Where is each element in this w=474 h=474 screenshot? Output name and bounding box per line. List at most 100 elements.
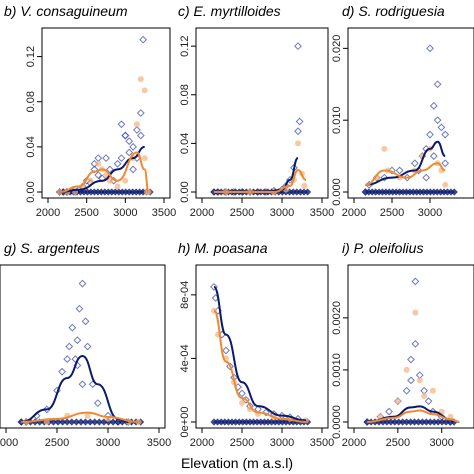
data-point-diamond bbox=[407, 355, 415, 364]
y-tick-label: 0.0020 bbox=[331, 301, 343, 335]
panel-title: d) S. rodriguesia bbox=[342, 3, 445, 19]
panel-frame bbox=[347, 27, 474, 199]
data-point-diamond bbox=[94, 171, 103, 179]
data-point-diamond-base bbox=[86, 418, 94, 426]
data-point-diamond-base bbox=[68, 418, 76, 426]
data-point-diamond bbox=[121, 131, 130, 140]
data-point-diamond-base bbox=[109, 418, 117, 426]
y-tick-label: 0.04 bbox=[179, 133, 191, 154]
data-point-diamond bbox=[129, 142, 137, 151]
data-point-circle bbox=[394, 398, 401, 405]
x-tick-label: 3000 bbox=[270, 437, 294, 449]
data-point-diamond bbox=[81, 317, 90, 326]
panel-title: b) V. consaguineum bbox=[4, 3, 128, 19]
data-point-diamond bbox=[210, 282, 218, 291]
data-point-circle bbox=[421, 392, 428, 399]
y-tick-label: 0.010 bbox=[331, 106, 343, 134]
data-point-diamond-base bbox=[114, 418, 122, 426]
data-point-diamond bbox=[63, 355, 72, 363]
data-point-circle bbox=[87, 177, 94, 184]
panel-title: c) E. myrtilloides bbox=[178, 3, 281, 19]
data-point-circle bbox=[114, 183, 121, 190]
data-point-diamond bbox=[125, 137, 134, 146]
x-tick-label: 2000 bbox=[342, 207, 366, 219]
fit-curve bbox=[213, 169, 307, 193]
x-tick-label: 2500 bbox=[74, 207, 98, 219]
y-tick-label: 0.020 bbox=[331, 35, 343, 63]
x-tick-label: 3000 bbox=[418, 207, 442, 219]
y-tick-label: 0.08 bbox=[25, 91, 37, 112]
panel-5: i) P. oleifolius 2000 2500 3000 0.0000 0.0010… bbox=[331, 240, 474, 449]
x-tick-label: 2500 bbox=[380, 207, 404, 219]
data-point-circle bbox=[301, 182, 308, 189]
x-tick-label: 3000 bbox=[429, 437, 453, 449]
data-point-diamond bbox=[402, 386, 411, 395]
data-point-diamond bbox=[385, 407, 393, 416]
fit-curve bbox=[213, 285, 307, 422]
y-tick-label: 0e+00 bbox=[179, 407, 191, 438]
data-point-diamond bbox=[441, 130, 450, 139]
data-point-circle bbox=[429, 387, 436, 394]
data-point-diamond-base bbox=[72, 418, 80, 426]
plot-area bbox=[17, 279, 145, 426]
data-point-diamond bbox=[433, 80, 442, 89]
data-point-diamond bbox=[68, 323, 77, 332]
x-tick-label: 3000 bbox=[96, 437, 120, 449]
data-point-diamond bbox=[121, 131, 130, 140]
y-tick-label: 0.08 bbox=[179, 84, 191, 105]
data-point-diamond bbox=[125, 148, 134, 157]
data-point-diamond-base bbox=[49, 418, 57, 426]
data-point-diamond-base bbox=[63, 418, 71, 426]
y-tick-label: 0.0000 bbox=[331, 405, 343, 439]
plot-area bbox=[361, 44, 458, 196]
data-point-diamond bbox=[426, 44, 434, 53]
y-tick-label: 0.0010 bbox=[331, 353, 343, 387]
fit-curve bbox=[367, 409, 460, 423]
data-point-diamond bbox=[102, 154, 110, 163]
panel-title: h) M. poasana bbox=[178, 240, 268, 256]
fit-curve bbox=[365, 140, 446, 186]
data-point-circle bbox=[416, 377, 423, 384]
data-point-diamond bbox=[78, 279, 87, 288]
panel-frame bbox=[347, 264, 474, 429]
plot-area bbox=[55, 35, 154, 196]
data-point-diamond bbox=[222, 346, 230, 355]
data-point-diamond bbox=[65, 342, 74, 351]
data-point-diamond bbox=[422, 173, 431, 182]
fit-curve bbox=[21, 354, 129, 423]
x-tick-label: 3000 bbox=[113, 207, 137, 219]
panel-title: g) S. argenteus bbox=[4, 240, 100, 256]
data-point-diamond-base bbox=[450, 188, 458, 196]
data-point-diamond-base bbox=[59, 418, 67, 426]
x-tick-label: 3500 bbox=[152, 207, 176, 219]
fit-curve bbox=[365, 162, 446, 186]
panel-frame bbox=[195, 264, 329, 429]
y-tick-label: 0.04 bbox=[25, 136, 37, 157]
data-point-circle bbox=[141, 87, 148, 94]
x-tick-label: 2500 bbox=[230, 437, 254, 449]
plot-area bbox=[363, 277, 460, 426]
panel-4: h) M. poasana 2000 2500 3000 3500 0e+00 4e-04 8… bbox=[178, 240, 334, 449]
panel-frame bbox=[0, 264, 166, 429]
fit-curve bbox=[59, 151, 150, 193]
data-point-circle bbox=[381, 145, 388, 152]
data-point-diamond bbox=[129, 165, 137, 174]
y-tick-label: 0.12 bbox=[179, 35, 191, 56]
data-point-diamond bbox=[113, 159, 122, 168]
data-point-diamond bbox=[424, 397, 433, 406]
data-point-circle bbox=[239, 399, 245, 406]
data-point-diamond bbox=[133, 126, 141, 134]
fit-curve bbox=[21, 411, 139, 423]
data-point-diamond-base bbox=[304, 188, 312, 196]
panel-frame bbox=[195, 27, 329, 199]
x-tick-label: 3500 bbox=[147, 437, 171, 449]
data-point-circle bbox=[95, 160, 102, 167]
x-tick-label: 2500 bbox=[230, 207, 254, 219]
data-point-circle bbox=[403, 366, 410, 373]
data-point-diamond bbox=[105, 165, 114, 174]
data-point-circle bbox=[141, 155, 148, 162]
data-point-diamond-base bbox=[91, 418, 99, 426]
data-point-diamond bbox=[71, 355, 80, 363]
x-tick-label: 3500 bbox=[310, 207, 334, 219]
